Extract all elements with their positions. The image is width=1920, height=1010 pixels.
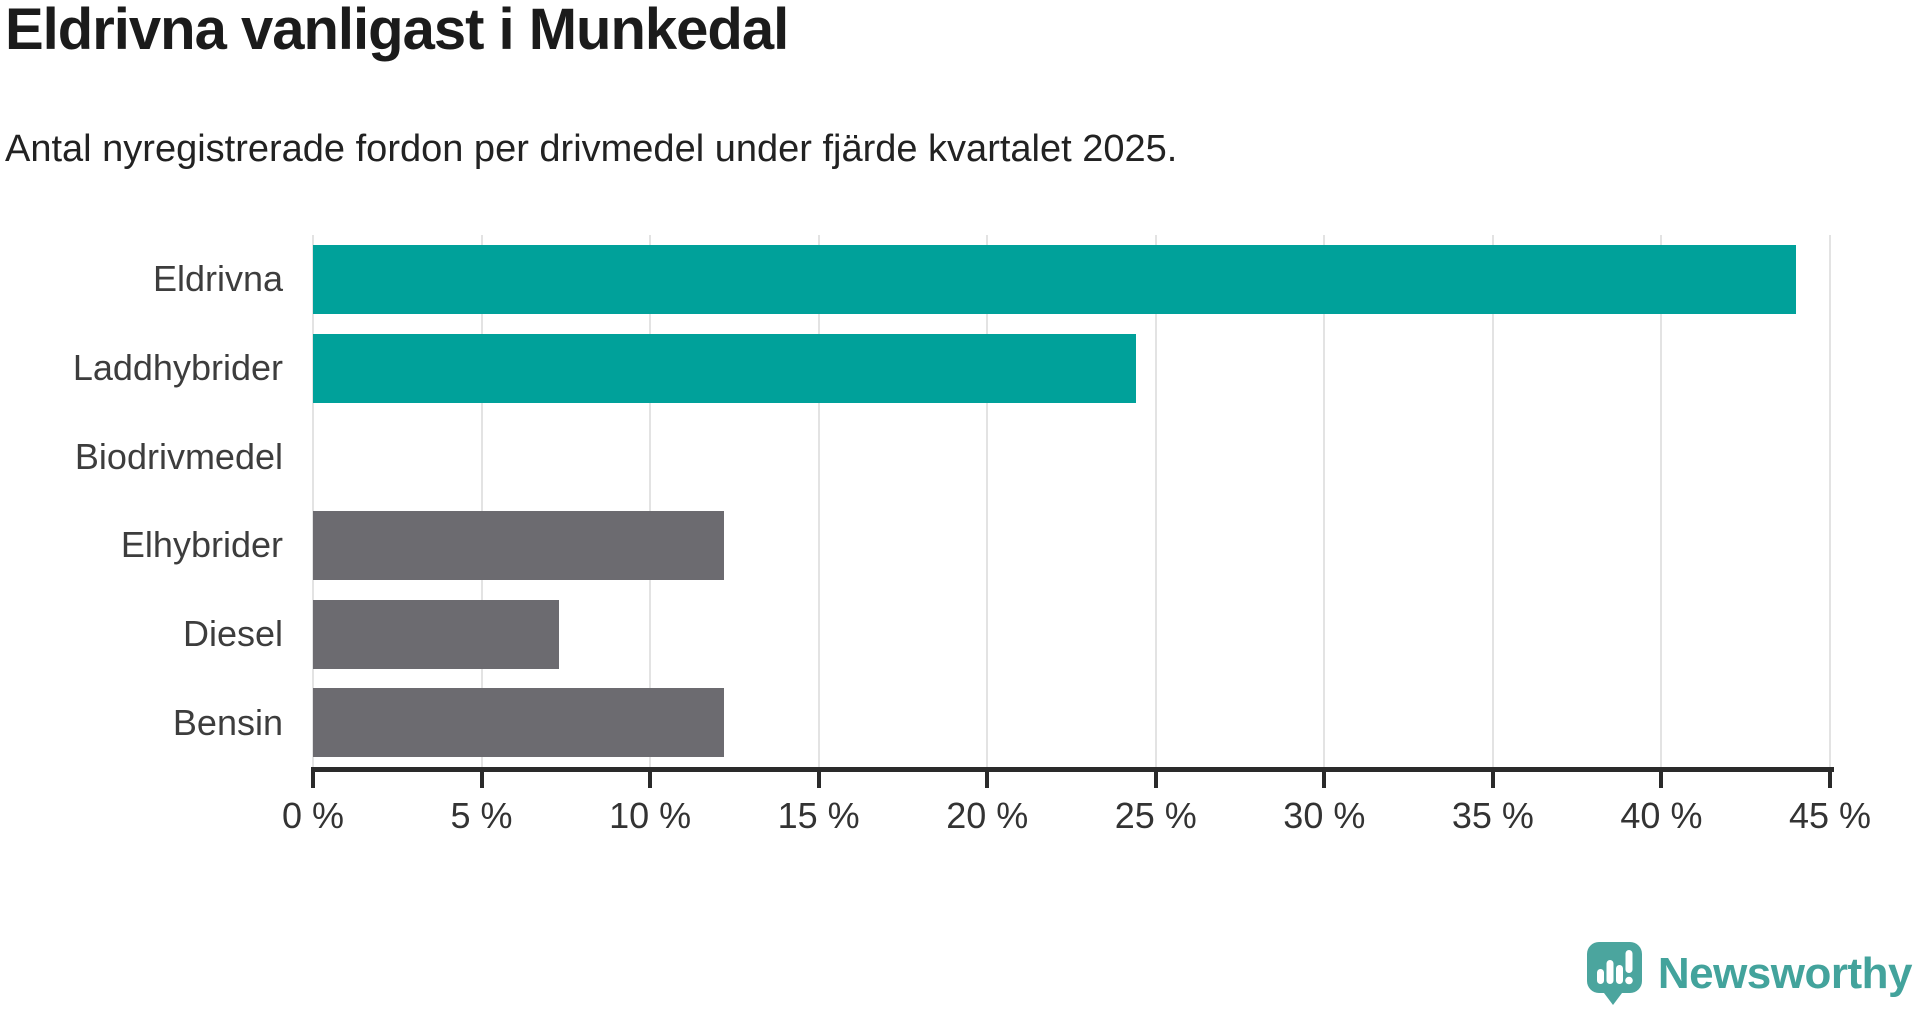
category-labels: Eldrivna Laddhybrider Biodrivmedel Elhybrid… xyxy=(0,235,283,767)
gridline-10 xyxy=(649,235,652,767)
x-tick-10 xyxy=(648,767,653,788)
plot-area xyxy=(311,235,1834,772)
category-label-elhybrider: Elhybrider xyxy=(120,524,283,566)
x-tick-label-15: 15 % xyxy=(777,795,860,836)
x-tick-25 xyxy=(1153,767,1158,788)
x-tick-40 xyxy=(1659,767,1664,788)
category-label-laddhybrider: Laddhybrider xyxy=(72,346,283,388)
bar-elhybrider xyxy=(313,510,725,580)
x-tick-label-0: 0 % xyxy=(281,795,345,836)
x-tick-5 xyxy=(479,767,484,788)
newsworthy-logo-icon xyxy=(1586,942,1642,1005)
x-tick-label-30: 30 % xyxy=(1283,795,1366,836)
category-label-eldrivna: Eldrivna xyxy=(152,258,283,300)
category-label-diesel: Diesel xyxy=(182,612,283,654)
chart-title: Eldrivna vanligast i Munkedal xyxy=(5,0,789,62)
x-tick-15 xyxy=(816,767,821,788)
bar-laddhybrider xyxy=(313,333,1136,403)
gridline-5 xyxy=(480,235,483,767)
x-tick-label-45: 45 % xyxy=(1788,795,1872,836)
x-tick-label-35: 35 % xyxy=(1451,795,1534,836)
gridline-40 xyxy=(1660,235,1663,767)
bar-chart: Eldrivna Laddhybrider Biodrivmedel Elhybrid… xyxy=(0,235,1920,836)
newsworthy-logo-text: Newsworthy xyxy=(1657,949,1913,998)
gridline-15 xyxy=(817,235,820,767)
x-tick-0 xyxy=(311,767,315,788)
bar-diesel xyxy=(313,599,560,669)
x-tick-20 xyxy=(985,767,990,788)
gridline-25 xyxy=(1154,235,1157,767)
gridline-35 xyxy=(1491,235,1494,767)
gridline-30 xyxy=(1323,235,1326,767)
gridline-0 xyxy=(312,235,314,767)
x-tick-35 xyxy=(1490,767,1495,788)
x-tick-label-40: 40 % xyxy=(1620,795,1703,836)
gridline-20 xyxy=(986,235,989,767)
x-tick-label-10: 10 % xyxy=(609,795,692,836)
x-tick-label-25: 25 % xyxy=(1114,795,1197,836)
x-axis: 0 % 5 % 10 % 15 % 20 % 25 % 30 % 35 % 40 % 45 % xyxy=(282,235,1871,836)
chart-subtitle: Antal nyregistrerade fordon per drivmede… xyxy=(5,128,1178,170)
x-tick-label-5: 5 % xyxy=(450,795,513,836)
category-label-biodrivmedel: Biodrivmedel xyxy=(74,435,283,477)
x-tick-label-20: 20 % xyxy=(946,795,1029,836)
newsworthy-logo[interactable]: Newsworthy xyxy=(1586,942,1913,1006)
category-label-bensin: Bensin xyxy=(172,701,283,743)
bar-eldrivna xyxy=(313,244,1797,314)
x-tick-45 xyxy=(1828,767,1832,788)
x-axis-line xyxy=(311,767,1834,772)
gridline-45 xyxy=(1829,235,1831,767)
x-tick-30 xyxy=(1322,767,1327,788)
bar-bensin xyxy=(313,688,725,758)
